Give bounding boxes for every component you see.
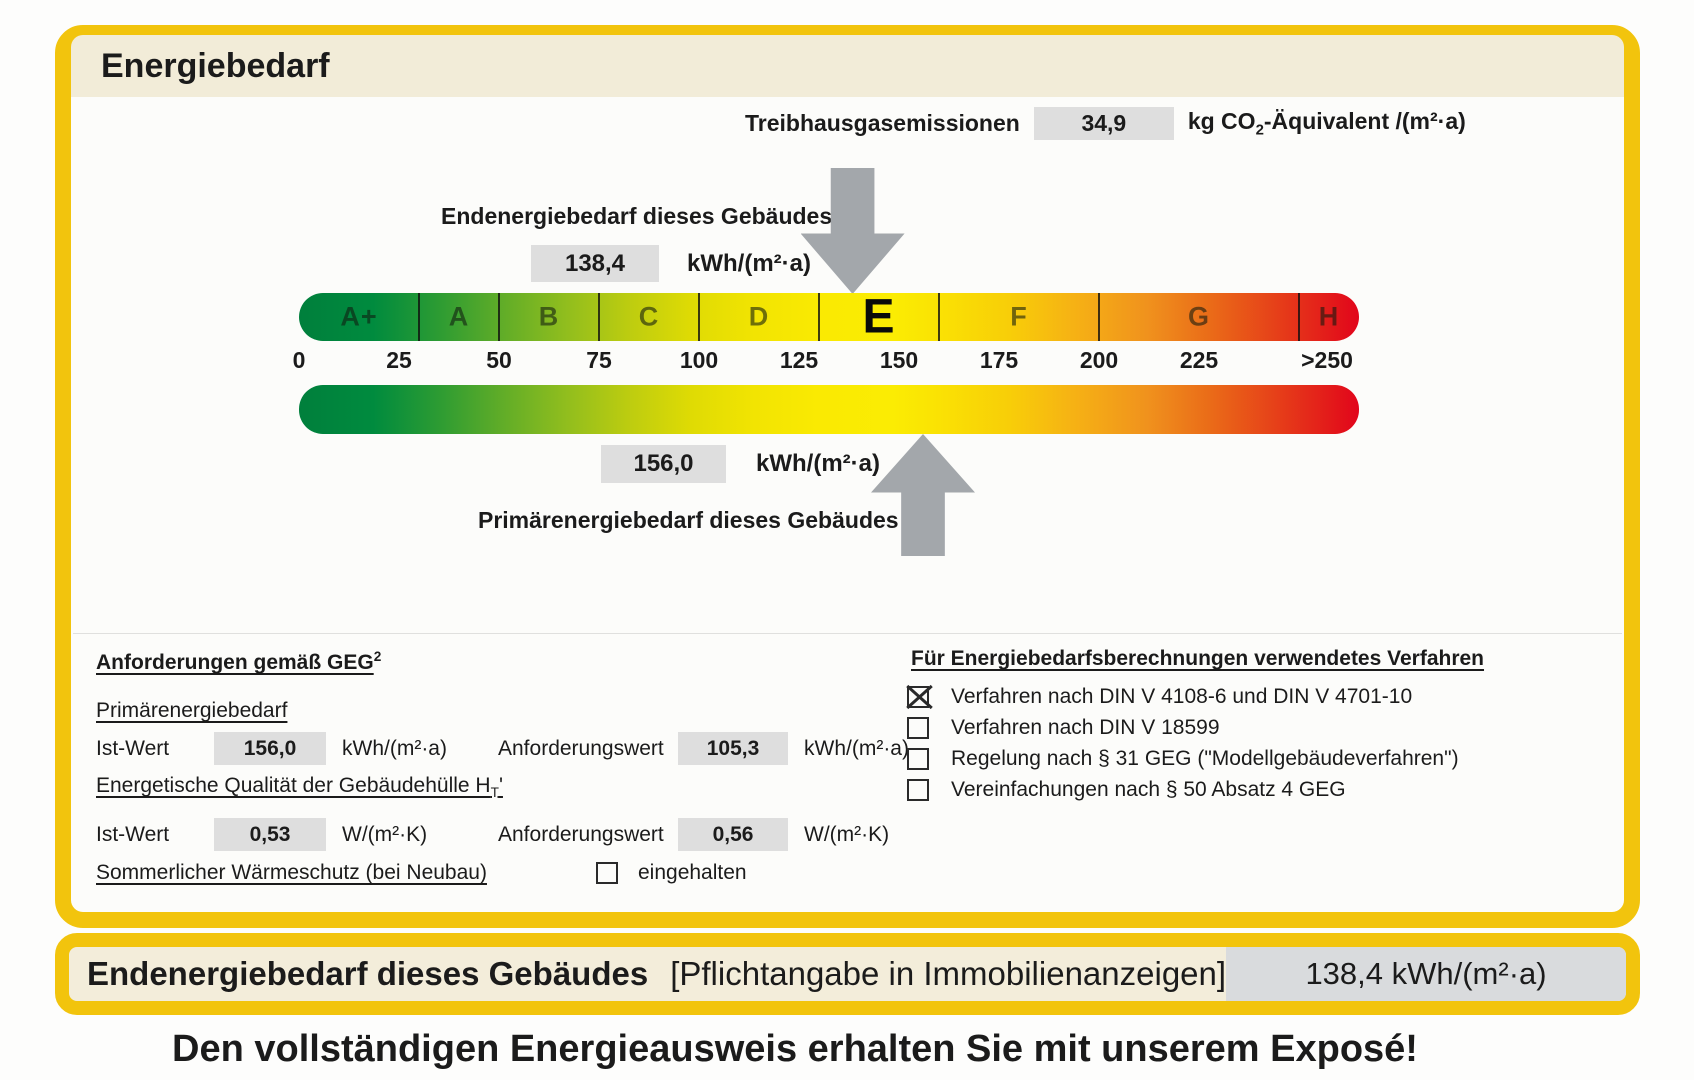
class-divider <box>1098 293 1100 341</box>
method-row-modellgebaeude: Regelung nach § 31 GEG ("Modellgebäudeve… <box>907 743 1459 774</box>
method-row-din-4108: Verfahren nach DIN V 4108-6 und DIN V 47… <box>907 681 1459 712</box>
method-label: Verfahren nach DIN V 4108-6 und DIN V 47… <box>951 684 1413 708</box>
requirements-heading: Anforderungen gemäß GEG2 <box>96 649 382 674</box>
methods-heading: Für Energiebedarfsberechnungen verwendet… <box>911 647 1485 670</box>
ist-wert-value-box: 0,53 <box>214 818 326 851</box>
emissions-unit: kg CO2-Äquivalent /(m²·a) <box>1187 108 1466 139</box>
ist-wert-unit: kWh/(m²·a) <box>342 736 447 760</box>
energy-class-letter-A+: A+ <box>340 301 378 332</box>
method-checkbox-din-4108 <box>907 685 929 708</box>
end-energy-value-row: 138,4 kWh/(m²·a) <box>531 245 811 282</box>
primary-energy-value-row: 156,0 kWh/(m²·a) <box>601 445 880 483</box>
end-energy-value-box: 138,4 <box>531 245 659 282</box>
primary-energy-value: 156,0 <box>633 450 694 477</box>
class-divider <box>698 293 700 341</box>
primary-energy-subheading: Primärenergiebedarf <box>96 699 288 722</box>
method-checkbox-modellgebaeude <box>907 747 929 770</box>
energy-class-letter-B: B <box>538 301 560 332</box>
axis-tick-100: 100 <box>679 347 719 373</box>
class-divider <box>818 293 820 341</box>
anforderungswert-label: Anforderungswert <box>498 736 664 760</box>
axis-tick-0: 0 <box>292 347 306 373</box>
energy-class-scale-bar: A+ A B C D E F G H <box>299 291 1359 344</box>
ht-subscript: T <box>490 785 499 801</box>
energy-class-letter-F: F <box>1010 301 1028 332</box>
co2-subscript: 2 <box>1255 121 1264 139</box>
energy-gradient-bar <box>299 385 1359 434</box>
axis-tick-225: 225 <box>1179 347 1219 373</box>
anforderungswert-unit: kWh/(m²·a) <box>804 736 909 760</box>
method-checkbox-vereinfachungen <box>907 778 929 801</box>
energy-class-letter-A: A <box>448 301 470 332</box>
summer-heat-protection-row: Sommerlicher Wärmeschutz (bei Neubau) ei… <box>96 861 747 885</box>
method-row-vereinfachungen: Vereinfachungen nach § 50 Absatz 4 GEG <box>907 774 1459 805</box>
emissions-row: Treibhausgasemissionen 34,9 kg CO2-Äquiv… <box>745 107 1466 140</box>
footer-note-label: [Pflichtangabe in Immobilienanzeigen] <box>670 955 1227 992</box>
primary-energy-requirement-row: Ist-Wert 156,0 kWh/(m²·a) Anforderungswe… <box>96 731 909 766</box>
emissions-value: 34,9 <box>1081 110 1127 136</box>
end-energy-value: 138,4 <box>564 249 626 277</box>
method-row-din-18599: Verfahren nach DIN V 18599 <box>907 712 1459 743</box>
footer-value: 138,4 kWh/(m²·a) <box>1226 947 1626 1001</box>
emissions-value-box: 34,9 <box>1033 107 1174 140</box>
energy-class-letter-G: G <box>1187 301 1211 332</box>
end-energy-label: Endenergiebedarf dieses Gebäudes <box>441 203 833 229</box>
anforderungswert-value-box: 0,56 <box>678 818 788 851</box>
primary-energy-value-box: 156,0 <box>601 445 726 483</box>
method-label: Regelung nach § 31 GEG ("Modellgebäudeve… <box>951 746 1459 770</box>
class-divider <box>598 293 600 341</box>
axis-tick-150: 150 <box>879 347 919 373</box>
energy-class-letter-H: H <box>1318 301 1340 332</box>
axis-tick-200: 200 <box>1079 347 1119 373</box>
class-divider <box>498 293 500 341</box>
axis-tick-75: 75 <box>586 347 612 373</box>
methods-list: Verfahren nach DIN V 4108-6 und DIN V 47… <box>907 681 1459 805</box>
class-divider <box>1298 293 1300 341</box>
down-arrow-icon <box>800 168 905 294</box>
energy-class-letter-E: E <box>862 290 896 344</box>
axis-tick-gt250: >250 <box>1301 347 1353 373</box>
emissions-label: Treibhausgasemissionen <box>745 110 1020 136</box>
footnote-marker: 2 <box>373 649 382 664</box>
end-energy-unit: kWh/(m²·a) <box>687 249 811 277</box>
class-divider <box>418 293 420 341</box>
energy-scale-axis: 0 25 50 75 100 125 150 175 200 225 >250 <box>293 347 1359 375</box>
panel-header: Energiebedarf <box>71 35 1624 97</box>
method-label: Verfahren nach DIN V 18599 <box>951 715 1220 739</box>
panel-title: Energiebedarf <box>101 46 330 85</box>
method-label: Vereinfachungen nach § 50 Absatz 4 GEG <box>951 777 1346 801</box>
ist-wert-value-box: 156,0 <box>214 732 326 765</box>
footer-requirement-bar: Endenergiebedarf dieses Gebäudes [Pflich… <box>55 933 1640 1015</box>
anforderungswert-unit: W/(m²·K) <box>804 822 890 846</box>
summer-heat-protection-label: Sommerlicher Wärmeschutz (bei Neubau) <box>96 861 487 884</box>
footer-bold-label: Endenergiebedarf dieses Gebäudes <box>87 955 649 992</box>
ist-wert-label: Ist-Wert <box>96 736 170 760</box>
eingehalten-checkbox <box>596 862 618 884</box>
ist-wert-unit: W/(m²·K) <box>342 822 428 846</box>
axis-tick-50: 50 <box>486 347 512 373</box>
axis-tick-25: 25 <box>386 347 412 373</box>
envelope-quality-requirement-row: Ist-Wert 0,53 W/(m²·K) Anforderungswert … <box>96 817 889 852</box>
primary-energy-unit: kWh/(m²·a) <box>756 450 880 477</box>
class-divider <box>938 293 940 341</box>
anforderungswert-label: Anforderungswert <box>498 822 664 846</box>
envelope-quality-subheading: Energetische Qualität der Gebäudehülle H… <box>96 774 503 801</box>
ist-wert-label: Ist-Wert <box>96 822 170 846</box>
energy-class-letter-D: D <box>748 301 770 332</box>
up-arrow-icon <box>871 434 975 556</box>
section-separator <box>73 633 1622 634</box>
energy-demand-panel: Energiebedarf Treibhausgasemissionen 34,… <box>55 25 1640 928</box>
axis-tick-175: 175 <box>979 347 1019 373</box>
footer-labels: Endenergiebedarf dieses Gebäudes [Pflich… <box>69 947 1226 1001</box>
primary-energy-label: Primärenergiebedarf dieses Gebäudes <box>478 507 899 533</box>
marketing-caption: Den vollständigen Energieausweis erhalte… <box>172 1028 1418 1070</box>
method-checkbox-din-18599 <box>907 716 929 739</box>
axis-tick-125: 125 <box>779 347 819 373</box>
eingehalten-label: eingehalten <box>638 861 747 884</box>
anforderungswert-value-box: 105,3 <box>678 732 788 765</box>
energy-class-letter-C: C <box>638 301 660 332</box>
